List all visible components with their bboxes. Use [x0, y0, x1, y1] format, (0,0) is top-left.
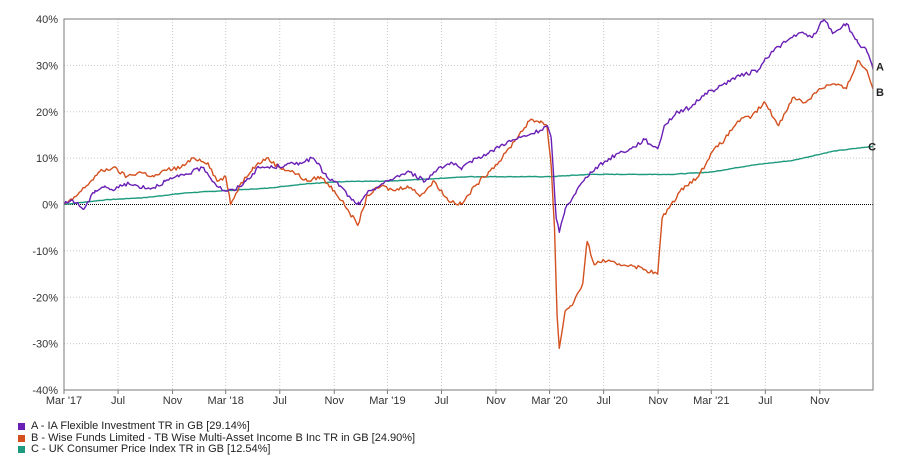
x-tick-label: Nov [324, 395, 344, 407]
x-tick-label: Jul [434, 395, 448, 407]
x-tick-label: Mar '20 [531, 395, 567, 407]
series-end-label-b: B [876, 87, 884, 99]
legend-label: A - IA Flexible Investment TR in GB [29.… [31, 420, 250, 432]
y-tick-label: 0% [42, 200, 58, 212]
legend: A - IA Flexible Investment TR in GB [29.… [18, 420, 416, 456]
series-end-label-a: A [876, 61, 884, 73]
x-tick-label: Nov [810, 395, 830, 407]
x-tick-label: Jul [111, 395, 125, 407]
legend-swatch [18, 434, 25, 442]
series-end-labels: C B A [868, 61, 884, 153]
plot-border [63, 18, 874, 391]
x-tick-label: Mar '17 [46, 395, 82, 407]
x-tick-label: Nov [163, 395, 183, 407]
legend-item-c: C - UK Consumer Price Index TR in GB [12… [18, 443, 415, 456]
series-lines [63, 18, 874, 349]
y-tick-label: 10% [36, 153, 58, 165]
legend-label: B - Wise Funds Limited - TB Wise Multi-A… [31, 431, 416, 444]
x-tick-label: Jul [597, 395, 611, 407]
x-tick-label: Mar '19 [369, 395, 405, 407]
legend-label: C - UK Consumer Price Index TR in GB [12… [31, 443, 271, 455]
y-tick-label: -10% [32, 246, 58, 258]
x-tick-label: Nov [486, 395, 506, 407]
y-tick-label: -40% [32, 385, 58, 397]
y-axis-ticks: 40% 30% 20% 10% 0% -10% -20% -30% -40% [32, 14, 58, 397]
y-tick-label: -30% [32, 339, 58, 351]
y-tick-label: -20% [32, 292, 58, 304]
grid [64, 19, 873, 390]
legend-item-b: B - Wise Funds Limited - TB Wise Multi-A… [18, 431, 416, 445]
x-tick-label: Mar '21 [693, 395, 729, 407]
series-line-c [63, 145, 874, 206]
y-tick-label: 20% [36, 107, 58, 119]
legend-swatch [18, 423, 25, 431]
legend-item-a: A - IA Flexible Investment TR in GB [29.… [18, 420, 415, 433]
x-tick-label: Nov [648, 395, 668, 407]
y-tick-label: 30% [36, 60, 58, 72]
series-line-b [63, 60, 874, 349]
series-line-a [63, 18, 874, 233]
x-tick-label: Jul [273, 395, 287, 407]
legend-swatch [18, 446, 25, 454]
x-tick-label: Jul [758, 395, 772, 407]
series-end-label-c: C [868, 141, 876, 153]
x-tick-label: Mar '18 [208, 395, 244, 407]
y-tick-label: 40% [36, 14, 58, 26]
x-axis-ticks: Mar '17 Jul Nov Mar '18 Jul Nov Mar '19 Jul Nov M… [46, 390, 830, 407]
